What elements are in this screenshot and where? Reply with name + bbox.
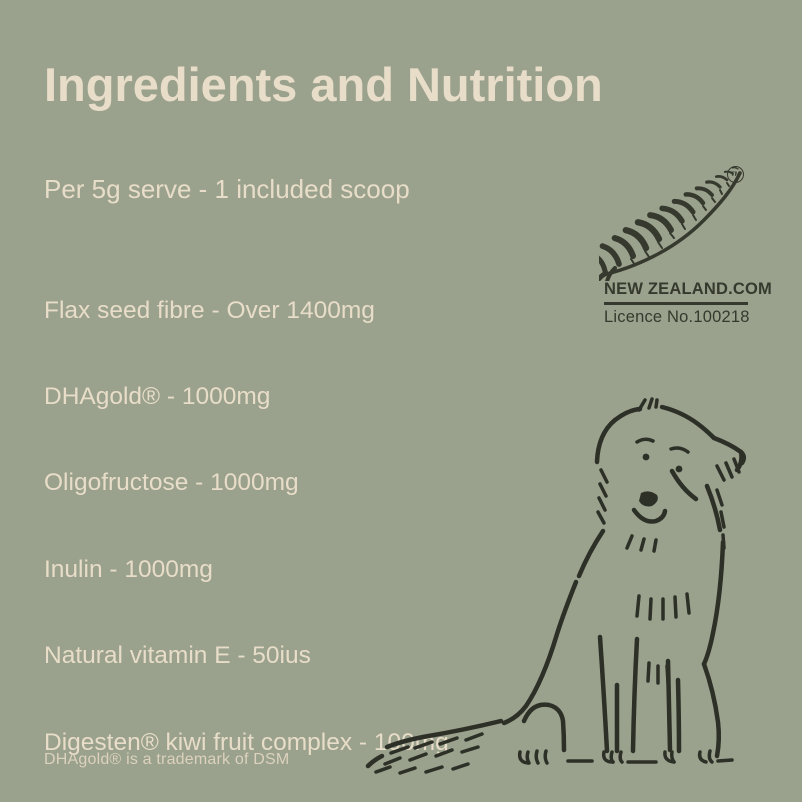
nz-licence-block: NEW ZEALAND.COM Licence No.100218 [604,280,772,327]
ingredient-item: Natural vitamin E - 50ius [44,642,311,670]
sitting-dog-sketch-icon [365,397,746,775]
brand-divider [604,302,748,305]
ingredient-item: Flax seed fibre - Over 1400mg [44,296,375,324]
ingredient-item: DHAgold® - 1000mg [44,382,271,410]
silver-fern-icon [599,165,742,281]
brand-text: NEW ZEALAND.COM [604,280,772,298]
ingredient-item: Oligofructose - 1000mg [44,469,299,497]
licence-number: Licence No.100218 [604,308,750,326]
page-title: Ingredients and Nutrition [44,58,603,111]
serving-info: Per 5g serve - 1 included scoop [44,174,410,204]
trademark-symbol: TM [727,166,744,183]
trademark-footnote: DHAgold® is a trademark of DSM [44,751,290,768]
ingredient-item: Inulin - 1000mg [44,555,213,583]
ingredient-list: Flax seed fibre - Over 1400mg DHAgold® -… [44,239,449,802]
